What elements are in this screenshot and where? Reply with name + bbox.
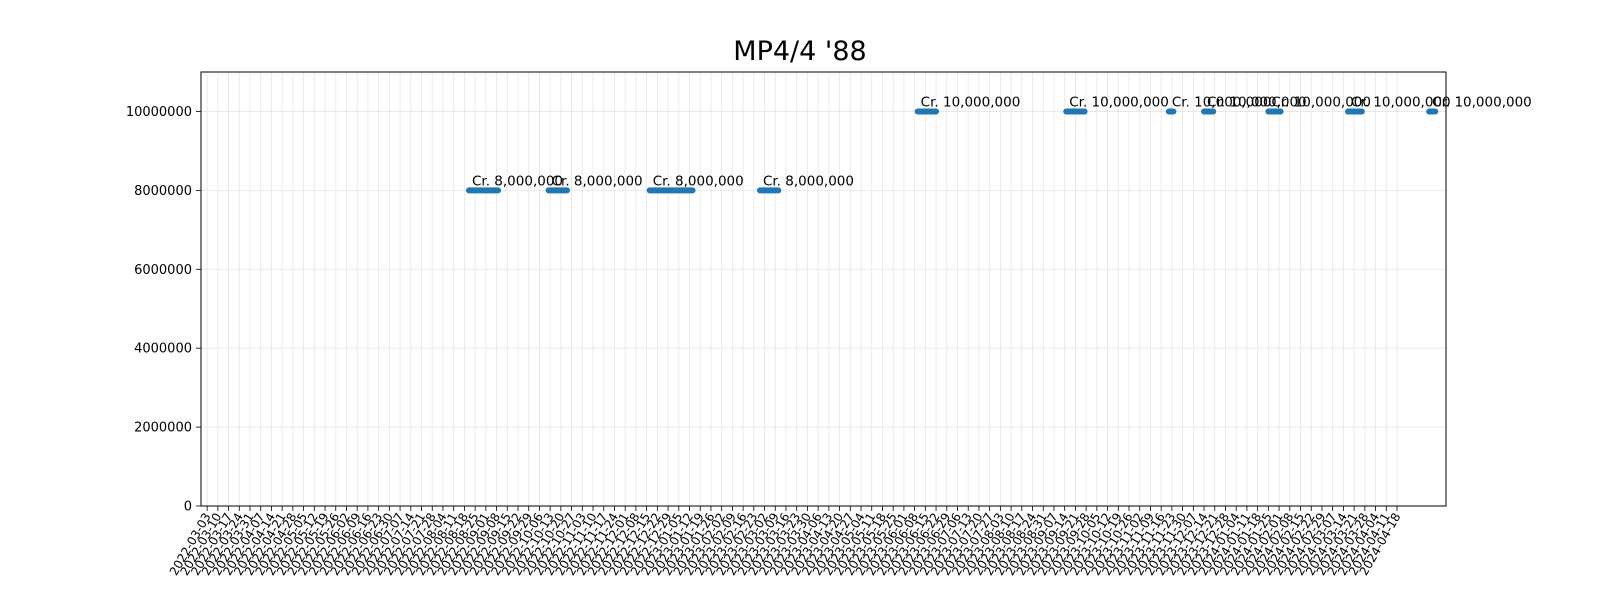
y-axis: 0 2000000 4000000 6000000 8000000 10000000 <box>126 105 201 515</box>
data-label: Cr. 10,000,000 <box>1351 94 1451 110</box>
data-label: Cr. 8,000,000 <box>472 173 563 189</box>
chart-title: MP4/4 '88 <box>733 36 867 67</box>
data-label: Cr. 10,000,000 <box>1069 94 1169 110</box>
grid-layer <box>201 72 1446 507</box>
plot-area-frame <box>200 71 1447 507</box>
y-tick-label: 4000000 <box>134 342 192 357</box>
data-label: Cr. 8,000,000 <box>653 173 744 189</box>
data-label: Cr. 10,000,000 <box>1207 94 1307 110</box>
data-label: Cr. 8,000,000 <box>763 173 854 189</box>
y-tick-label: 6000000 <box>134 263 192 278</box>
y-tick-label: 0 <box>184 500 192 515</box>
y-tick-label: 10000000 <box>126 105 192 120</box>
y-tick-label: 2000000 <box>134 421 192 436</box>
y-tick-label: 8000000 <box>134 184 192 199</box>
data-label: Cr. 10,000,000 <box>1271 94 1371 110</box>
data-layer <box>465 108 1439 194</box>
x-axis: 2022-03-032022-03-102022-03-172022-03-24… <box>167 506 1404 578</box>
data-label: Cr. 10,000,000 <box>921 94 1021 110</box>
data-label: Cr. 8,000,000 <box>552 173 643 189</box>
data-label: Cr. 10,000,000 <box>1172 94 1272 110</box>
data-label: Cr. 10,000,000 <box>1432 94 1532 110</box>
